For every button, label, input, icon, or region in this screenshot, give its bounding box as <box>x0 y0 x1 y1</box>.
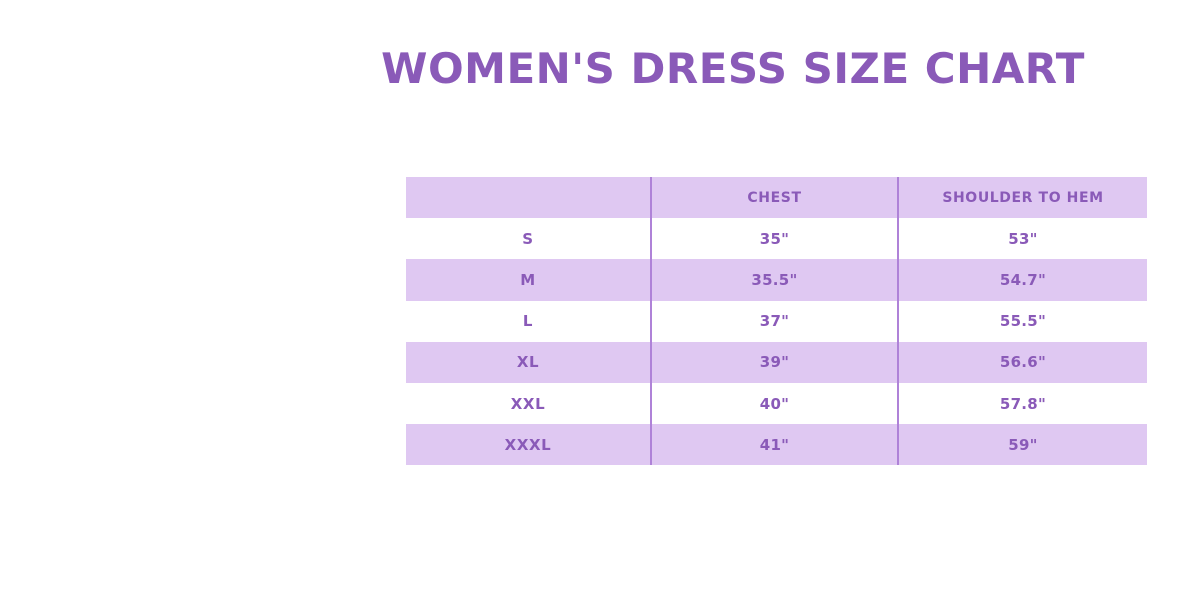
table-row: L 37" 55.5" <box>406 300 1147 342</box>
column-header-chest: CHEST <box>650 177 898 219</box>
table-row: XXL 40" 57.8" <box>406 382 1147 425</box>
cell-chest: 40" <box>650 382 898 425</box>
cell-size: XXXL <box>504 435 552 454</box>
column-header-size <box>406 177 651 218</box>
cell-chest: 35" <box>650 218 898 260</box>
table-row: XXXL 41" 59" <box>406 424 1147 466</box>
cell-chest: 39" <box>650 341 898 383</box>
cell-size: XL <box>516 353 540 372</box>
cell-shoulder-to-hem: 56.6" <box>897 341 1147 383</box>
cell-chest: 35.5" <box>650 259 898 301</box>
cell-size: XXL <box>510 394 546 413</box>
table-row: M 35.5" 54.7" <box>406 259 1147 301</box>
page-title: WOMEN'S DRESS SIZE CHART <box>381 44 1085 93</box>
cell-chest: 41" <box>650 424 898 466</box>
table-row: S 35" 53" <box>406 218 1147 260</box>
cell-shoulder-to-hem: 53" <box>897 218 1147 260</box>
cell-chest: 37" <box>650 300 898 342</box>
table-header-row: CHEST SHOULDER TO HEM <box>406 177 1147 219</box>
table-row: XL 39" 56.6" <box>406 341 1147 383</box>
cell-shoulder-to-hem: 57.8" <box>897 382 1147 425</box>
cell-shoulder-to-hem: 55.5" <box>897 300 1147 342</box>
cell-size: L <box>522 312 534 331</box>
column-header-shoulder-to-hem: SHOULDER TO HEM <box>897 177 1147 219</box>
size-chart-table: CHEST SHOULDER TO HEM S 35" 53" M 35.5" … <box>406 177 1147 466</box>
cell-size: S <box>522 229 534 248</box>
cell-shoulder-to-hem: 54.7" <box>897 259 1147 301</box>
cell-shoulder-to-hem: 59" <box>897 424 1147 466</box>
cell-size: M <box>520 270 536 289</box>
